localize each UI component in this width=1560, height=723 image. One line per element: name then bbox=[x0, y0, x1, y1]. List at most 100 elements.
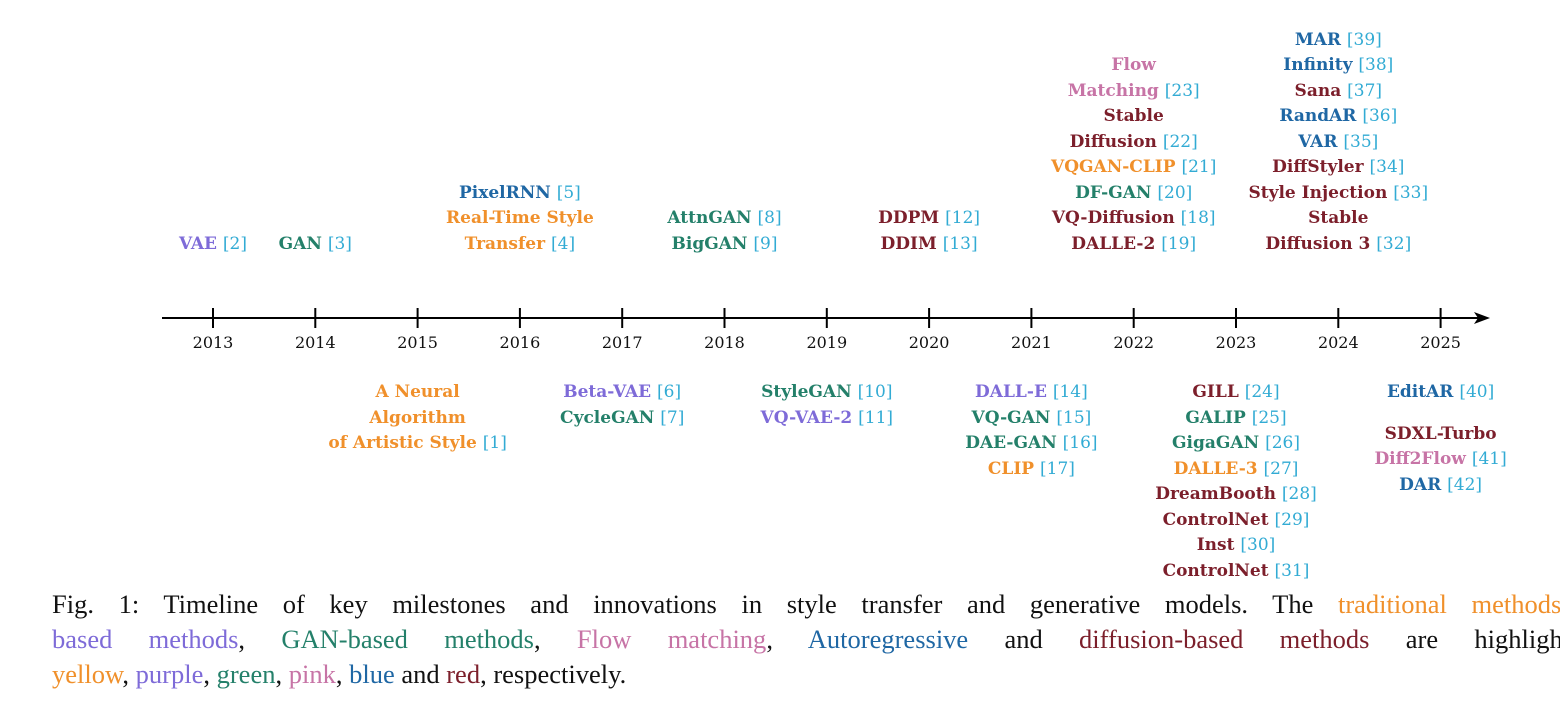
milestone-entry: DALLE-3 [27] bbox=[1174, 457, 1299, 483]
citation-ref: [39] bbox=[1346, 29, 1382, 50]
milestone-entry: AttnGAN [8] bbox=[667, 206, 781, 232]
milestone-entry: Infinity [38] bbox=[1283, 53, 1393, 79]
milestone-name: Stable bbox=[1103, 106, 1164, 126]
milestone-line: GAN [3] bbox=[279, 232, 352, 258]
citation-ref: [25] bbox=[1251, 407, 1287, 428]
milestone-line: VQGAN-CLIP [21] bbox=[1051, 155, 1216, 181]
year-label: 2019 bbox=[806, 333, 847, 352]
caption-segment: , bbox=[122, 659, 136, 689]
milestone-entry: BigGAN [9] bbox=[672, 232, 778, 258]
milestone-name: PixelRNN bbox=[458, 182, 551, 203]
citation-ref: [17] bbox=[1040, 458, 1075, 479]
year-label: 2022 bbox=[1113, 333, 1154, 352]
milestone-line: Algorithm bbox=[328, 406, 506, 432]
citation-ref: [18] bbox=[1180, 208, 1216, 228]
caption-segment: , respectively. bbox=[480, 659, 627, 689]
milestone-entry: DAR [42] bbox=[1399, 473, 1482, 499]
milestone-name: DDIM bbox=[880, 233, 937, 254]
milestone-name: Beta-VAE bbox=[563, 382, 652, 402]
citation-ref: [11] bbox=[858, 407, 894, 428]
milestone-line: EditAR [40] bbox=[1387, 380, 1494, 406]
milestone-name: VAE bbox=[178, 233, 218, 254]
milestone-entry: Beta-VAE [6] bbox=[563, 380, 681, 406]
milestone-name: DALLE-3 bbox=[1173, 458, 1258, 479]
milestone-name: RandAR bbox=[1279, 106, 1357, 126]
caption-segment: diffusion-based methods bbox=[1079, 624, 1370, 654]
milestone-entry: Inst [30] bbox=[1197, 533, 1276, 559]
milestone-entry: Sana [37] bbox=[1295, 79, 1383, 105]
citation-ref: [35] bbox=[1343, 131, 1379, 152]
milestone-name: DiffStyler bbox=[1272, 157, 1364, 177]
milestone-name: StyleGAN bbox=[761, 382, 852, 402]
caption-segment: Flow matching bbox=[576, 624, 767, 654]
milestone-name: of Artistic Style bbox=[328, 433, 477, 453]
milestone-entry: PixelRNN [5] bbox=[459, 181, 581, 207]
milestone-line: Sana [37] bbox=[1295, 79, 1383, 105]
milestone-entry: DiffStyler [34] bbox=[1272, 155, 1404, 181]
milestone-name: DAE-GAN bbox=[965, 433, 1057, 453]
citation-ref: [2] bbox=[222, 233, 248, 254]
caption-line: based methods, GAN-based methods, Flow m… bbox=[52, 622, 1560, 657]
milestone-entry: GigaGAN [26] bbox=[1172, 431, 1300, 457]
milestone-line: Stable bbox=[1070, 104, 1198, 130]
milestone-entry: DALLE-2 [19] bbox=[1071, 232, 1196, 258]
milestone-name: DDPM bbox=[878, 208, 940, 228]
milestone-name: VQGAN-CLIP bbox=[1051, 157, 1176, 177]
year-label: 2016 bbox=[500, 333, 541, 352]
milestone-entry: StyleGAN [10] bbox=[761, 380, 892, 406]
citation-ref: [1] bbox=[482, 433, 507, 453]
milestone-name: CycleGAN bbox=[560, 407, 655, 428]
milestone-name: Transfer bbox=[464, 233, 546, 254]
citation-ref: [42] bbox=[1447, 474, 1483, 495]
milestone-name: VQ-GAN bbox=[971, 407, 1051, 428]
caption-segment: Fig. 1: Timeline of key milestones and i… bbox=[52, 589, 1338, 619]
citation-ref: [29] bbox=[1274, 509, 1310, 530]
milestone-entry: Stable Diffusion [22] bbox=[1070, 104, 1198, 155]
milestone-name: DALL-E bbox=[975, 382, 1047, 402]
milestone-entry: VQGAN-CLIP [21] bbox=[1051, 155, 1216, 181]
milestone-entry: CLIP [17] bbox=[988, 457, 1075, 483]
year-label: 2013 bbox=[193, 333, 234, 352]
milestone-name: AttnGAN bbox=[667, 208, 752, 228]
milestone-name: Matching bbox=[1067, 80, 1159, 101]
citation-ref: [19] bbox=[1161, 233, 1197, 254]
milestone-line: VQ-VAE-2 [11] bbox=[761, 406, 894, 432]
caption-segment: yellow bbox=[52, 659, 123, 689]
citation-ref: [6] bbox=[657, 382, 682, 402]
caption-segment: GAN-based methods bbox=[281, 624, 534, 654]
milestone-name: A Neural bbox=[375, 382, 460, 402]
milestone-entry: EditAR [40] bbox=[1387, 380, 1494, 406]
milestone-line: GigaGAN [26] bbox=[1172, 431, 1300, 457]
citation-ref: [32] bbox=[1376, 233, 1412, 254]
caption-segment: based methods bbox=[52, 624, 239, 654]
year-ticks bbox=[212, 308, 1442, 328]
milestone-line: Infinity [38] bbox=[1283, 53, 1393, 79]
milestone-line: Matching [23] bbox=[1068, 79, 1200, 105]
citation-ref: [38] bbox=[1358, 55, 1394, 75]
milestone-line: DF-GAN [20] bbox=[1075, 181, 1192, 207]
citation-ref: [40] bbox=[1459, 382, 1495, 402]
milestone-name: Sana bbox=[1294, 80, 1342, 101]
caption-segment: purple bbox=[135, 659, 204, 689]
milestone-name: MAR bbox=[1294, 29, 1341, 50]
milestone-line: A Neural bbox=[328, 380, 506, 406]
year-label: 2024 bbox=[1318, 333, 1359, 352]
milestone-name: VQ-VAE-2 bbox=[760, 407, 853, 428]
milestone-name: DAR bbox=[1399, 474, 1442, 495]
year-label: 2014 bbox=[295, 333, 336, 352]
milestone-line: CLIP [17] bbox=[988, 457, 1075, 483]
citation-ref: [36] bbox=[1362, 106, 1398, 126]
milestone-name: Algorithm bbox=[369, 407, 466, 428]
caption-line: Fig. 1: Timeline of key milestones and i… bbox=[52, 587, 1560, 622]
milestone-line: of Artistic Style [1] bbox=[328, 431, 506, 457]
citation-ref: [4] bbox=[551, 233, 576, 254]
citation-ref: [7] bbox=[660, 407, 685, 428]
citation-ref: [16] bbox=[1062, 433, 1098, 453]
milestone-entry: DALL-E [14] bbox=[975, 380, 1088, 406]
year-label: 2018 bbox=[704, 333, 745, 352]
milestone-name: GALIP bbox=[1185, 407, 1246, 428]
citation-ref: [23] bbox=[1164, 80, 1200, 101]
milestone-entry: Flow Matching [23] bbox=[1068, 53, 1200, 104]
citation-ref: [28] bbox=[1281, 484, 1317, 504]
milestone-line: GALIP [25] bbox=[1185, 406, 1286, 432]
